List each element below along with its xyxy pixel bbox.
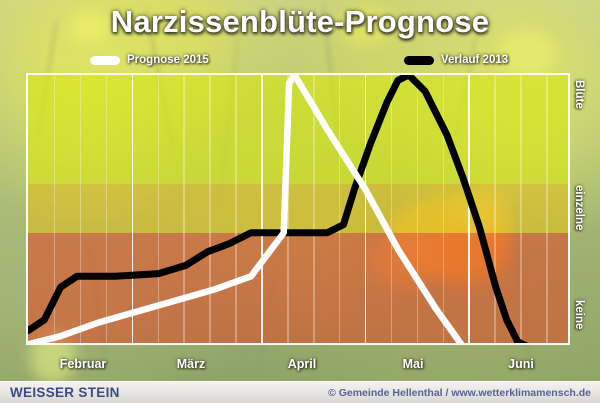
x-axis-label-maerz: März xyxy=(176,357,206,371)
gridline xyxy=(235,75,237,343)
gridline xyxy=(157,75,160,343)
footer-copyright: © Gemeinde Hellenthal / www.wetterklimam… xyxy=(328,387,591,399)
chart-plot-area xyxy=(26,73,570,345)
page-title: Narzissenblüte-Prognose xyxy=(110,4,490,39)
gridline xyxy=(364,75,367,343)
legend-swatch-black xyxy=(404,55,434,65)
chart-series-lines xyxy=(28,75,529,343)
gridline xyxy=(494,75,496,343)
x-axis-label-april: April xyxy=(287,357,317,371)
series-line-verlauf-2013 xyxy=(28,75,529,343)
gridline xyxy=(468,75,470,343)
footer-bar: WEISSER STEIN © Gemeinde Hellenthal / ww… xyxy=(0,381,600,403)
gridline xyxy=(313,75,315,343)
gridline xyxy=(416,75,419,343)
gridline xyxy=(261,75,263,343)
gridline xyxy=(209,75,211,343)
gridline xyxy=(131,75,134,343)
gridline xyxy=(183,75,185,343)
band-keine xyxy=(28,232,568,343)
legend-item-prognose-2015: Prognose 2015 xyxy=(90,54,209,66)
legend-swatch-white xyxy=(90,55,120,65)
legend-item-verlauf-2013: Verlauf 2013 xyxy=(404,54,508,66)
y-axis-label-einzelne: einzelne xyxy=(573,185,585,231)
gridline xyxy=(338,75,341,343)
y-axis-label-keine: keine xyxy=(573,300,585,330)
legend-label-prognose-2015: Prognose 2015 xyxy=(127,54,209,66)
gridline xyxy=(53,75,56,343)
gridline xyxy=(105,75,108,343)
gridline xyxy=(79,75,82,343)
x-axis-label-februar: Februar xyxy=(59,357,107,371)
band-bluete xyxy=(28,75,568,184)
x-axis-label-juni: Juni xyxy=(508,357,534,371)
gridline xyxy=(520,75,522,343)
y-axis-label-bluete: Blüte xyxy=(573,80,585,109)
series-line-prognose-2015 xyxy=(28,75,465,343)
gridline xyxy=(546,75,548,343)
gridline xyxy=(442,75,445,343)
footer-brand: WEISSER STEIN xyxy=(10,385,120,400)
legend-label-verlauf-2013: Verlauf 2013 xyxy=(441,54,509,66)
x-axis-label-mai: Mai xyxy=(402,357,424,371)
gridline xyxy=(390,75,393,343)
